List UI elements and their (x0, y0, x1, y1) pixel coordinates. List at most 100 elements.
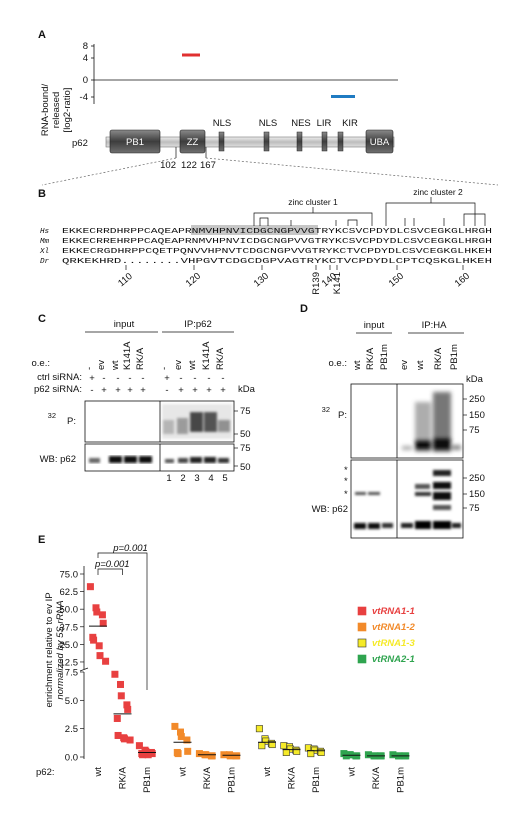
d-oe-label-3: ev (399, 360, 410, 370)
e-point (117, 680, 125, 688)
c-ctrl-sign-2: - (116, 373, 119, 384)
d-oe-label-2: PB1m (379, 344, 390, 370)
e-xlabel-11: PB1m (396, 767, 407, 793)
c-oe-label-8: K141A (201, 341, 212, 370)
b-ruler-ticks (125, 265, 464, 270)
a-ytick-8: 8 (83, 41, 88, 52)
d-marker-top-150: 150 (469, 410, 485, 421)
e-y-ticks: 75.0 62.5 50.0 37.5 25.0 12.57.5 5.0 2.5 0.0 (60, 570, 84, 764)
zoom-line-right (205, 157, 499, 186)
legend-label-2: vtRNA1-3 (372, 638, 415, 649)
c-ctrl-sign-4: - (141, 373, 144, 384)
panel-label-a: A (38, 29, 46, 41)
c-row-oe: o.e.: (32, 358, 51, 369)
c-lane-number-2: 2 (180, 473, 185, 484)
e-point (86, 583, 94, 591)
domain-zz: ZZ (179, 129, 206, 154)
e-xlabel-9: wt (347, 767, 358, 778)
e-point (99, 619, 107, 627)
c-oe-label-5: - (159, 367, 170, 370)
c-oe-label-0: - (84, 367, 95, 370)
position-122: 122 (181, 160, 197, 171)
d-wb-blot (350, 459, 464, 539)
panel-label-e: E (38, 534, 45, 546)
e-lower-tick-1: 5.0 (65, 696, 78, 707)
b-position-120: 120 (184, 271, 203, 290)
e-ylabel-line1: enrichment relative to ev IP (44, 592, 55, 707)
a-ylabel-line3: [log2-ratio] (62, 88, 73, 133)
e-xlabel-0: wt (93, 767, 104, 778)
e-point (174, 750, 182, 758)
d-32p-blot (350, 383, 464, 459)
e-xlabel-6: wt (262, 767, 273, 778)
d-asterisk-2: * (344, 476, 348, 487)
e-point (135, 742, 143, 750)
c-row-p62-sirna: p62 siRNA: (34, 384, 82, 395)
legend-label-0: vtRNA1-1 (372, 606, 415, 617)
e-point (126, 736, 134, 744)
b-position-150: 150 (387, 271, 406, 290)
d-32p-isotope: 32 (322, 405, 330, 414)
panel-label-d: D (300, 303, 308, 315)
sequence-hs: EKKECRRDHRPPCAQEAPRNMVHPNVICDGCNGPVVGTRY… (62, 228, 492, 236)
domain-nls1-label: NLS (213, 118, 231, 129)
e-point (124, 705, 132, 713)
panel-d: D input IP:HA o.e.: wt RK/A PB1m ev wt RK/A PB… (300, 303, 485, 539)
species-dr: Dr (40, 258, 50, 266)
domain-uba: UBA (365, 129, 394, 154)
a-ylabel-line1: RNA-bound/ (40, 84, 51, 137)
e-xlabel-7: RK/A (287, 766, 298, 789)
e-upper-tick-1: 62.5 (60, 587, 79, 598)
e-pvalue-pb1m: p=0.001 (112, 543, 148, 554)
c-p62-sirna-signs: - + + + + - + + + + (90, 385, 226, 396)
zinc-cluster-brackets (253, 197, 486, 226)
e-point (102, 657, 110, 665)
a-position-ticks: 102 122 167 (160, 147, 216, 171)
b-position-110: 110 (116, 271, 135, 289)
species-mm: Mm (40, 238, 50, 246)
zinc-cluster-1-label: zinc cluster 1 (288, 197, 338, 207)
d-asterisk-1: * (344, 465, 348, 476)
e-point (282, 748, 290, 756)
e-point (113, 714, 121, 722)
d-oe-label-5: RK/A (433, 347, 444, 370)
zoom-line-left (41, 157, 177, 186)
d-oe-label-1: RK/A (365, 347, 376, 370)
e-lower-tick-3: 0.0 (65, 753, 78, 764)
domain-uba-label: UBA (370, 137, 390, 148)
e-xlabel-1: RK/A (118, 766, 129, 789)
b-position-130: 130 (252, 271, 271, 290)
e-point (117, 692, 125, 700)
c-oe-label-3: K141A (122, 341, 133, 370)
c-oe-label-1: ev (96, 360, 107, 370)
e-lower-tick-2: 2.5 (65, 724, 78, 735)
sequence-dr: QRKEKHRD........VHPGVTCDGCDGPVAGTRYKCTVC… (62, 258, 492, 266)
c-ctrl-sign-7: - (193, 373, 196, 384)
c-p62-sign-1: + (101, 385, 107, 396)
d-asterisk-3: * (344, 489, 348, 500)
c-group-input: input (114, 319, 135, 330)
e-point (96, 652, 104, 660)
a-yticks: 8 4 0 -4 (80, 41, 94, 103)
species-hs: Hs (40, 228, 50, 236)
e-point (95, 642, 103, 650)
residue-k141: K141 (332, 272, 343, 294)
d-marker-top-250: 250 (469, 394, 485, 405)
c-p62-sign-0: - (90, 385, 93, 396)
e-point (111, 670, 119, 678)
c-lane-number-3: 3 (194, 473, 199, 484)
panel-a-ylabel: RNA-bound/ released [log2-ratio] (40, 84, 73, 137)
e-x-labels: wt RK/A PB1m wt RK/A PB1m wt RK/A PB1m wt RK/A PB1m (93, 766, 407, 793)
d-oe-labels: wt RK/A PB1m ev wt RK/A PB1m (352, 344, 460, 371)
e-pvalue-rka: p=0.001 (94, 559, 130, 570)
d-row-oe: o.e.: (329, 358, 348, 369)
zinc-cluster-2-label: zinc cluster 2 (413, 187, 463, 197)
legend-swatch-0 (357, 606, 367, 616)
c-ctrl-sign-5: + (164, 373, 170, 384)
e-upper-tick-2: 50.0 (60, 605, 79, 616)
e-upper-tick-3: 37.5 (60, 622, 79, 633)
c-marker-bottom-75: 75 (240, 443, 251, 454)
e-xlabel-2: PB1m (142, 767, 153, 793)
e-xlabel-4: RK/A (202, 766, 213, 789)
